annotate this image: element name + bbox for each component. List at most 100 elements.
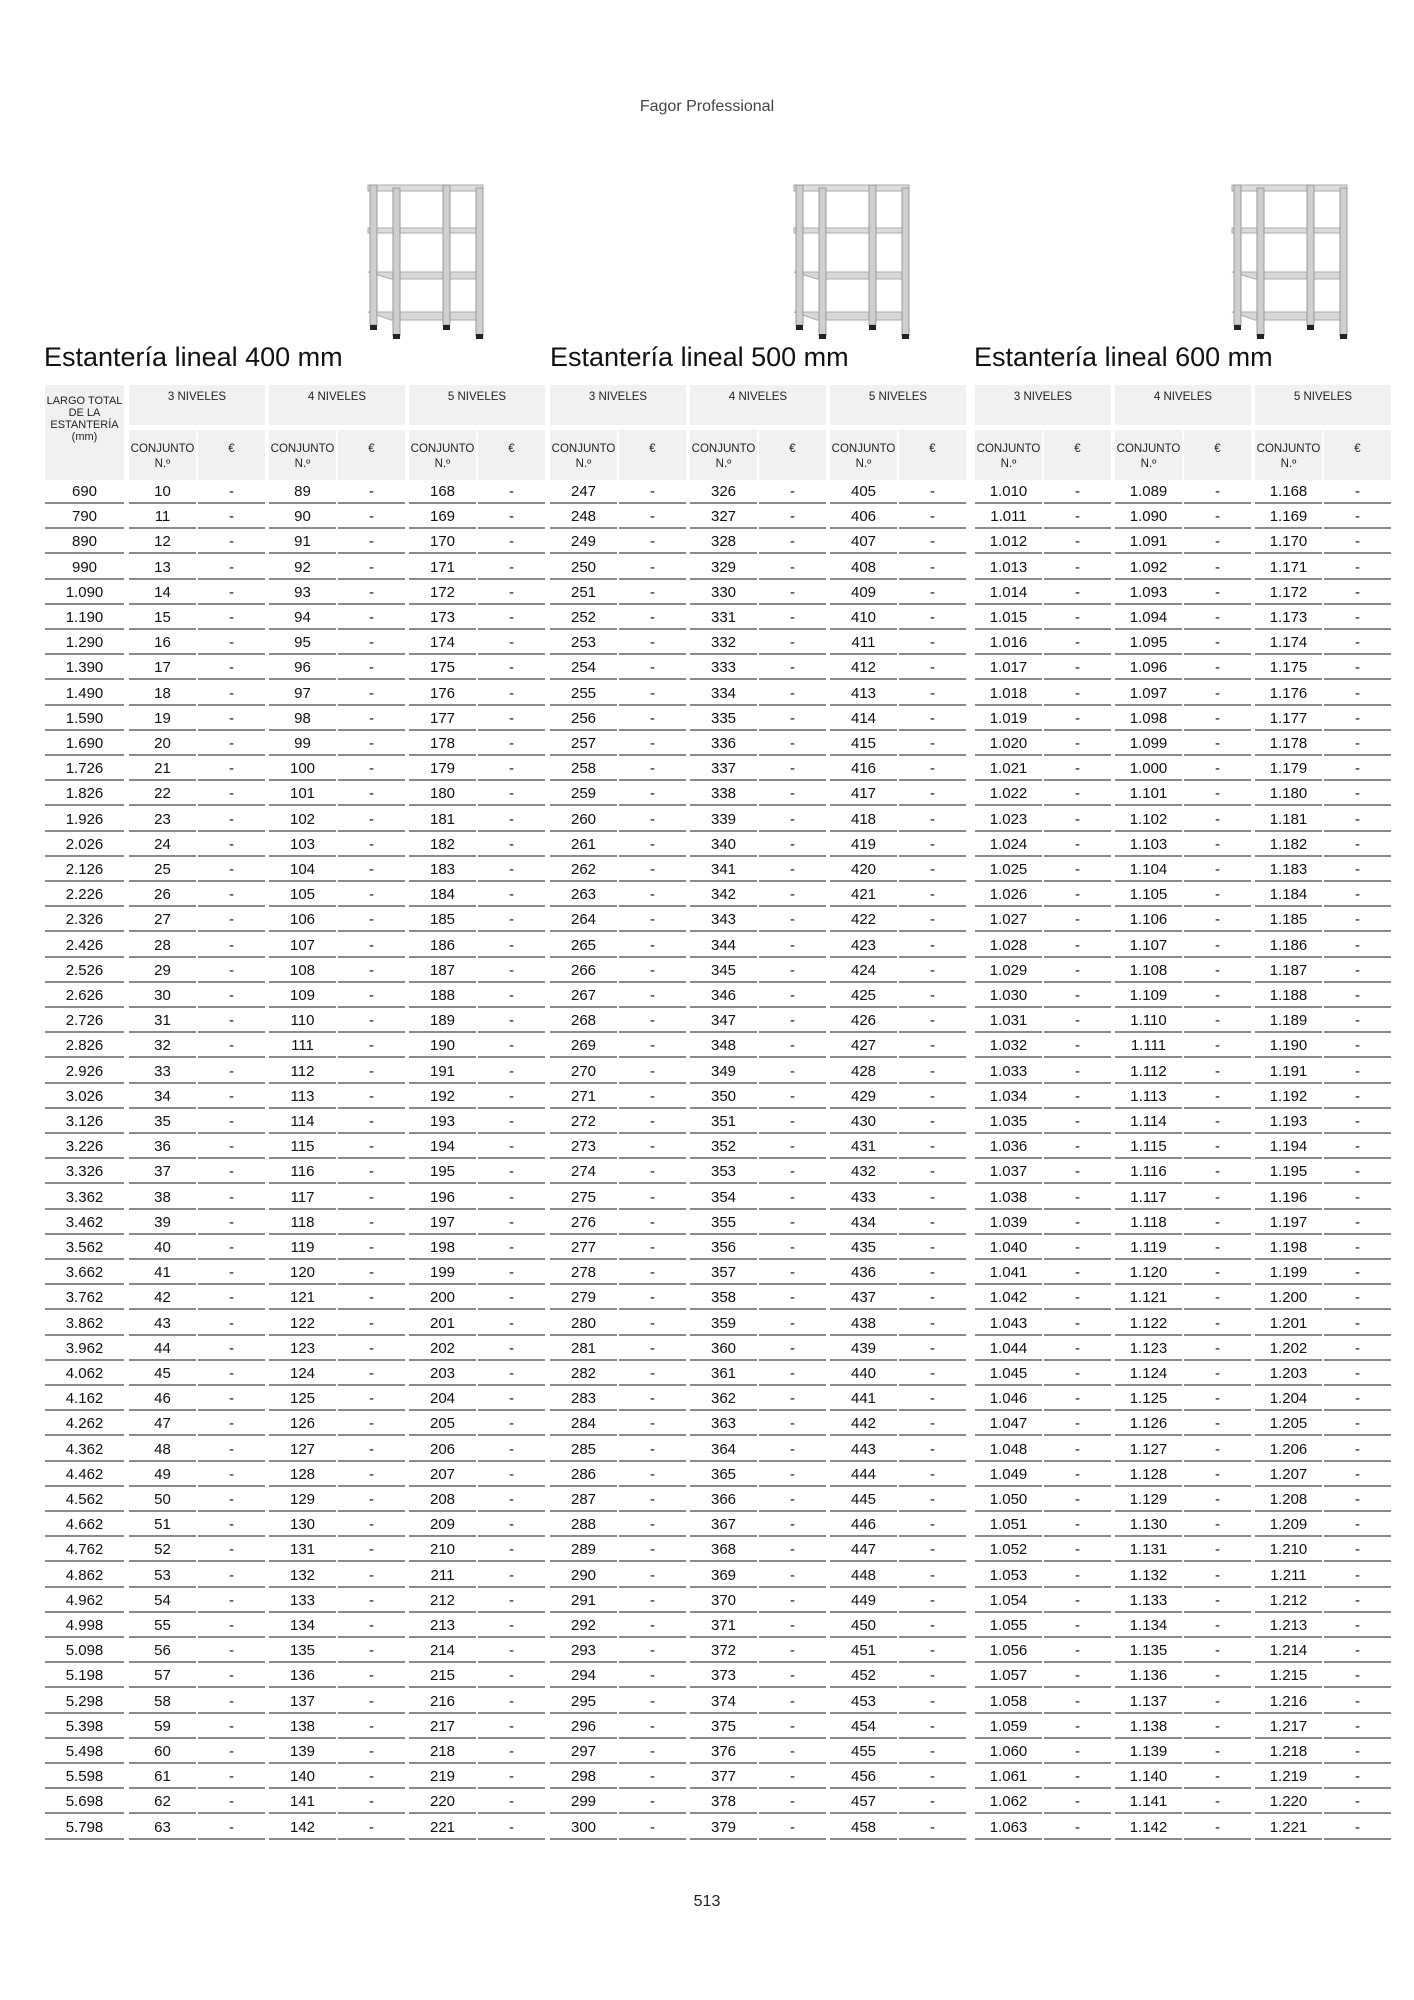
conjunto-cell: 430 [830,1111,897,1134]
largo-cell: 2.226 [45,884,124,908]
price-cell: - [1184,960,1251,983]
conjunto-cell: 1.218 [1255,1741,1322,1764]
largo-header: LARGO TOTAL DE LA ESTANTERÍA (mm) [45,385,124,480]
price-cell: - [1044,1640,1111,1664]
price-cell: - [198,708,265,731]
price-cell: - [619,1464,686,1487]
conjunto-cell: 211 [409,1565,476,1588]
conjunto-cell: 1.058 [975,1691,1042,1714]
conjunto-cell: 431 [830,1136,897,1160]
price-cell: - [478,909,545,933]
price-cell: - [1184,783,1251,807]
price-cell: - [899,1035,966,1059]
conjunto-cell: 53 [129,1565,196,1588]
conjunto-cell: 433 [830,1187,897,1210]
conjunto-cell: 112 [269,1061,336,1084]
conjunto-cell: 1.108 [1115,960,1182,983]
conjunto-cell: 1.033 [975,1061,1042,1084]
price-cell: - [619,1313,686,1336]
price-cell: - [338,1010,405,1034]
largo-cell: 1.726 [45,758,124,782]
price-header: € [478,430,545,480]
price-cell: - [759,1086,826,1109]
price-cell: - [619,783,686,807]
conjunto-cell: 417 [830,783,897,807]
price-cell: - [338,1464,405,1487]
conjunto-cell: 1.168 [1255,481,1322,504]
price-cell: - [759,683,826,706]
largo-cell: 2.526 [45,960,124,983]
price-cell: - [759,531,826,555]
price-cell: - [759,809,826,832]
conjunto-cell: 1.101 [1115,783,1182,807]
price-cell: - [1324,1741,1391,1764]
price-cell: - [759,557,826,580]
conjunto-cell: 342 [690,884,757,908]
price-cell: - [1324,1439,1391,1462]
conjunto-cell: 438 [830,1313,897,1336]
conjunto-header: CONJUNTO N.º [1115,430,1182,480]
conjunto-cell: 436 [830,1262,897,1286]
conjunto-cell: 292 [550,1615,617,1638]
price-cell: - [619,557,686,580]
conjunto-cell: 264 [550,909,617,933]
price-cell: - [1044,834,1111,857]
conjunto-cell: 1.099 [1115,733,1182,756]
price-cell: - [198,1464,265,1487]
conjunto-cell: 1.173 [1255,607,1322,630]
conjunto-cell: 46 [129,1388,196,1412]
price-cell: - [198,809,265,832]
conjunto-cell: 335 [690,708,757,731]
largo-cell: 5.798 [45,1817,124,1840]
conjunto-cell: 372 [690,1640,757,1664]
price-cell: - [1184,1464,1251,1487]
price-cell: - [338,809,405,832]
price-cell: - [198,884,265,908]
conjunto-cell: 440 [830,1363,897,1386]
conjunto-cell: 285 [550,1439,617,1462]
price-cell: - [1044,506,1111,530]
price-cell: - [1184,1035,1251,1059]
conjunto-cell: 451 [830,1640,897,1664]
conjunto-cell: 1.114 [1115,1111,1182,1134]
price-cell: - [478,1539,545,1563]
largo-cell: 4.962 [45,1590,124,1613]
price-cell: - [338,1640,405,1664]
conjunto-cell: 19 [129,708,196,731]
conjunto-cell: 290 [550,1565,617,1588]
price-cell: - [1324,657,1391,681]
conjunto-cell: 418 [830,809,897,832]
conjunto-cell: 283 [550,1388,617,1412]
price-cell: - [759,1691,826,1714]
price-cell: - [619,1691,686,1714]
price-cell: - [1044,1035,1111,1059]
price-cell: - [1324,1691,1391,1714]
conjunto-cell: 327 [690,506,757,530]
conjunto-cell: 458 [830,1817,897,1840]
price-cell: - [1184,1514,1251,1538]
price-cell: - [1044,733,1111,756]
conjunto-cell: 1.121 [1115,1287,1182,1311]
price-cell: - [1324,1640,1391,1664]
conjunto-cell: 411 [830,632,897,656]
price-cell: - [1184,531,1251,555]
conjunto-cell: 1.195 [1255,1161,1322,1185]
price-cell: - [899,1439,966,1462]
conjunto-cell: 1.174 [1255,632,1322,656]
conjunto-cell: 1.030 [975,985,1042,1008]
conjunto-cell: 1.188 [1255,985,1322,1008]
conjunto-cell: 1.102 [1115,809,1182,832]
price-cell: - [1184,884,1251,908]
conjunto-cell: 104 [269,859,336,882]
conjunto-cell: 1.220 [1255,1791,1322,1815]
price-cell: - [1044,1615,1111,1638]
conjunto-cell: 1.018 [975,683,1042,706]
price-cell: - [198,1086,265,1109]
level-header: 3 NIVELES [129,385,265,425]
price-cell: - [478,884,545,908]
price-cell: - [198,1136,265,1160]
price-cell: - [478,1590,545,1613]
price-cell: - [1324,1565,1391,1588]
conjunto-cell: 59 [129,1716,196,1739]
price-cell: - [619,1741,686,1764]
